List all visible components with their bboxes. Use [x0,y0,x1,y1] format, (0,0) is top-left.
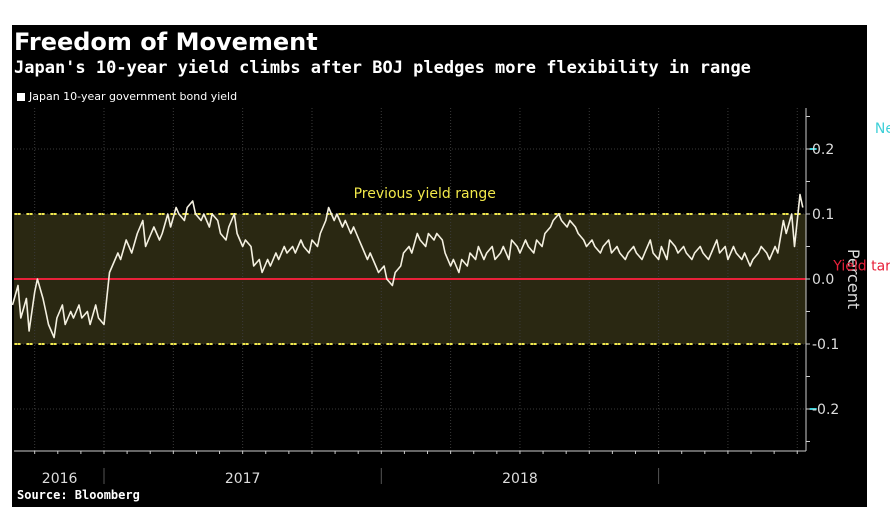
x-tick-label: 2018 [502,471,538,487]
x-tick-label: 2016 [42,471,78,487]
series-line-jgb-10y [11,193,804,339]
legend-label: Japan 10-year government bond yield [29,90,238,103]
legend: Japan 10-year government bond yield [17,90,237,104]
x-tick-label: 2017 [225,471,261,487]
y-tick-label: 0.2 [812,142,834,158]
new-range-label: New yield range [875,121,890,137]
y-tick-label: 0.1 [812,207,834,223]
chart-title: Freedom of Movement [14,28,318,56]
y-tick-label: 0.0 [812,272,834,288]
previous-range-label: Previous yield range [354,186,496,202]
source-note: Source: Bloomberg [17,488,140,502]
y-axis-label: Percent [844,249,863,309]
y-tick-label: -0.1 [812,337,839,353]
yield-target-label: Yield target [832,259,890,275]
legend-swatch [17,93,25,101]
chart-subtitle: Japan's 10-year yield climbs after BOJ p… [14,58,751,78]
y-tick-label: -0.2 [812,402,839,418]
